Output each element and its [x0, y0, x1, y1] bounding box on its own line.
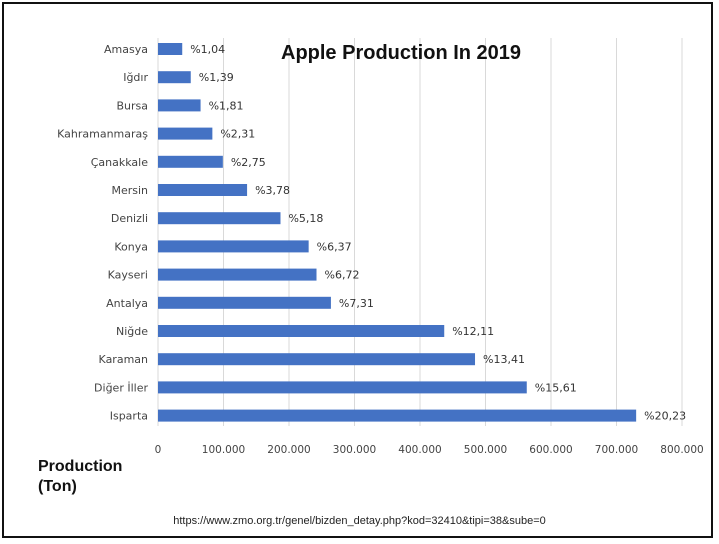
- category-label: Iğdır: [123, 71, 148, 84]
- bar: [158, 296, 331, 309]
- bar: [158, 71, 191, 84]
- x-tick-label: 100.000: [202, 444, 245, 456]
- bar: [158, 409, 637, 422]
- bar: [158, 155, 223, 168]
- x-tick-label: 800.000: [660, 444, 703, 456]
- x-tick-label: 300.000: [333, 444, 376, 456]
- chart-frame: [2, 2, 713, 538]
- data-label: %5,18: [288, 212, 323, 225]
- bar: [158, 268, 317, 281]
- axis-label-line-2: (Ton): [38, 478, 77, 495]
- bar: [158, 127, 213, 140]
- bar: [158, 184, 248, 196]
- data-label: %2,31: [220, 128, 255, 141]
- category-label: Denizli: [111, 212, 148, 225]
- category-label: Isparta: [110, 410, 148, 423]
- category-label: Amasya: [104, 43, 148, 56]
- bar: [158, 212, 281, 225]
- data-label: %2,75: [231, 156, 266, 169]
- x-tick-label: 200.000: [267, 444, 310, 456]
- data-label: %20,23: [644, 410, 686, 423]
- source-url: https://www.zmo.org.tr/genel/bizden_deta…: [173, 515, 546, 527]
- x-tick-label: 700.000: [595, 444, 638, 456]
- chart-title: Apple Production In 2019: [281, 42, 522, 64]
- category-label: Konya: [114, 240, 148, 253]
- data-label: %1,39: [199, 71, 234, 84]
- data-label: %15,61: [535, 381, 577, 394]
- category-label: Diğer İller: [94, 381, 148, 394]
- data-label: %3,78: [255, 184, 290, 197]
- category-label: Karaman: [99, 353, 148, 366]
- bar: [158, 353, 476, 366]
- category-label: Çanakkale: [91, 156, 148, 169]
- axis-label-line-1: Production: [38, 458, 123, 475]
- data-label: %1,81: [209, 99, 244, 112]
- data-label: %6,72: [325, 269, 360, 282]
- bar: [158, 381, 527, 394]
- category-label: Kayseri: [108, 269, 148, 282]
- category-label: Bursa: [116, 99, 148, 112]
- data-label: %13,41: [483, 353, 525, 366]
- data-label: %6,37: [317, 240, 352, 253]
- axis-label: Production (Ton): [38, 457, 122, 497]
- bar: [158, 43, 183, 55]
- data-label: %12,11: [452, 325, 494, 338]
- data-label: %1,04: [190, 43, 225, 56]
- bar: [158, 325, 445, 337]
- bar: [158, 99, 201, 112]
- category-label: Kahramanmaraş: [57, 128, 148, 141]
- x-tick-label: 0: [155, 444, 162, 456]
- category-label: Mersin: [111, 184, 148, 197]
- category-label: Antalya: [106, 297, 148, 310]
- bar: [158, 240, 309, 253]
- x-tick-label: 500.000: [464, 444, 507, 456]
- x-tick-label: 600.000: [529, 444, 572, 456]
- category-label: Niğde: [116, 325, 148, 338]
- data-label: %7,31: [339, 297, 374, 310]
- x-tick-label: 400.000: [398, 444, 441, 456]
